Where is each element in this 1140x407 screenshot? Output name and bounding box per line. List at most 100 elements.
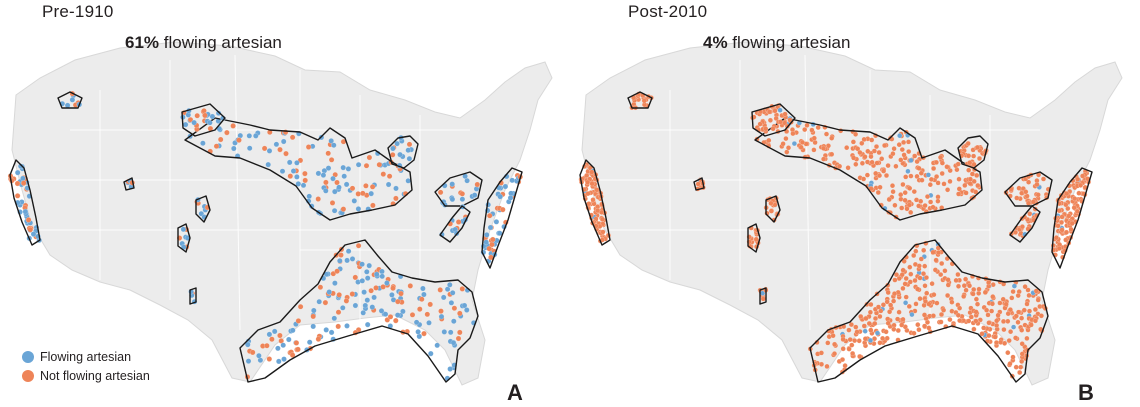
not-flowing-artesian-point xyxy=(1033,288,1039,294)
not-flowing-artesian-point xyxy=(770,126,776,132)
flowing-artesian-point xyxy=(1011,283,1018,289)
not-flowing-artesian-point xyxy=(1024,301,1030,307)
flowing-artesian-point xyxy=(366,262,373,269)
not-flowing-artesian-point xyxy=(882,142,888,149)
not-flowing-artesian-point xyxy=(926,325,932,331)
not-flowing-artesian-point xyxy=(945,187,951,193)
not-flowing-artesian-point xyxy=(277,146,283,153)
aquifer-michigan-basin xyxy=(387,134,419,169)
not-flowing-artesian-point xyxy=(1028,322,1034,328)
not-flowing-artesian-point xyxy=(389,151,396,158)
not-flowing-artesian-point xyxy=(1003,301,1009,307)
not-flowing-artesian-point xyxy=(939,170,945,177)
aquifer-boundary xyxy=(765,195,781,223)
not-flowing-artesian-point xyxy=(913,248,919,254)
not-flowing-artesian-point xyxy=(594,187,600,193)
not-flowing-artesian-point xyxy=(785,145,792,151)
not-flowing-artesian-point xyxy=(224,129,230,136)
flowing-artesian-point xyxy=(244,341,251,348)
not-flowing-artesian-point xyxy=(489,236,496,243)
not-flowing-artesian-point xyxy=(953,277,959,284)
not-flowing-artesian-point xyxy=(930,249,936,256)
flowing-artesian-point xyxy=(310,307,317,314)
not-flowing-artesian-point xyxy=(1027,211,1033,217)
not-flowing-artesian-point xyxy=(863,315,869,322)
not-flowing-artesian-point xyxy=(811,135,817,141)
not-flowing-artesian-point xyxy=(1034,181,1040,188)
not-flowing-artesian-point xyxy=(1066,213,1072,219)
flowing-artesian-point xyxy=(330,142,337,148)
not-flowing-artesian-point xyxy=(842,363,848,369)
not-flowing-artesian-point xyxy=(753,236,759,242)
not-flowing-artesian-point xyxy=(945,277,951,283)
aquifer-boundary xyxy=(957,135,989,169)
not-flowing-artesian-point xyxy=(815,124,821,131)
flowing-artesian-point xyxy=(427,350,434,357)
flowing-artesian-point xyxy=(294,159,300,166)
aquifer-montana xyxy=(57,90,83,109)
not-flowing-artesian-point xyxy=(585,191,591,197)
not-flowing-artesian-point xyxy=(918,170,924,176)
flowing-artesian-point xyxy=(344,323,350,329)
not-flowing-artesian-point xyxy=(875,304,882,310)
aquifer-new-mexico xyxy=(746,223,761,253)
not-flowing-artesian-point xyxy=(864,172,871,178)
flowing-artesian-point xyxy=(180,226,187,233)
flowing-artesian-point xyxy=(390,145,396,152)
panel-letter: B xyxy=(1078,380,1094,405)
not-flowing-artesian-point xyxy=(376,161,383,168)
flowing-artesian-point xyxy=(290,168,297,174)
not-flowing-artesian-point xyxy=(924,194,931,200)
flowing-artesian-point xyxy=(359,277,366,284)
flowing-artesian-point xyxy=(325,165,332,171)
flowing-artesian-point xyxy=(352,302,359,309)
not-flowing-artesian-point xyxy=(790,131,796,137)
not-flowing-artesian-point xyxy=(14,192,21,199)
not-flowing-artesian-point xyxy=(962,182,968,189)
not-flowing-artesian-point xyxy=(945,292,951,299)
flowing-artesian-point xyxy=(440,294,447,301)
not-flowing-artesian-point xyxy=(903,294,909,300)
not-flowing-artesian-point xyxy=(908,173,914,179)
not-flowing-artesian-point xyxy=(1000,296,1006,302)
not-flowing-artesian-point xyxy=(854,329,860,335)
flowing-artesian-point xyxy=(450,339,457,346)
not-flowing-artesian-point xyxy=(884,335,890,341)
not-flowing-artesian-point xyxy=(923,275,930,281)
aquifer-appalachian xyxy=(439,203,471,243)
not-flowing-artesian-point xyxy=(898,192,904,198)
not-flowing-artesian-point xyxy=(589,169,595,175)
flowing-artesian-point xyxy=(416,333,423,340)
aquifer-boundary xyxy=(1009,205,1041,243)
not-flowing-artesian-point xyxy=(1019,351,1025,357)
not-flowing-artesian-point xyxy=(1016,185,1022,191)
not-flowing-artesian-point xyxy=(846,327,852,333)
not-flowing-artesian-point xyxy=(1026,179,1032,185)
not-flowing-artesian-point xyxy=(825,340,831,346)
not-flowing-artesian-point xyxy=(916,327,922,333)
flowing-percent-text: flowing artesian xyxy=(159,33,282,52)
not-flowing-artesian-point xyxy=(938,272,944,278)
not-flowing-artesian-point xyxy=(1019,358,1025,365)
not-flowing-artesian-point xyxy=(921,247,927,253)
not-flowing-artesian-point xyxy=(202,112,208,119)
not-flowing-artesian-point xyxy=(861,136,867,143)
flowing-artesian-point xyxy=(280,342,287,349)
not-flowing-artesian-point xyxy=(914,173,920,180)
not-flowing-artesian-point xyxy=(829,135,835,141)
aquifer-boundary xyxy=(809,239,1049,383)
not-flowing-artesian-point xyxy=(695,181,701,187)
not-flowing-artesian-point xyxy=(1056,208,1062,214)
flowing-artesian-point xyxy=(502,183,509,190)
not-flowing-artesian-point xyxy=(832,341,838,347)
not-flowing-artesian-point xyxy=(893,163,899,169)
flowing-artesian-point xyxy=(461,302,468,309)
aquifer-boundary xyxy=(751,103,796,137)
not-flowing-artesian-point xyxy=(767,117,774,123)
not-flowing-artesian-point xyxy=(768,208,775,214)
not-flowing-artesian-point xyxy=(892,202,898,208)
not-flowing-artesian-point xyxy=(334,268,340,275)
not-flowing-artesian-point xyxy=(1010,354,1016,360)
not-flowing-artesian-point xyxy=(1006,338,1012,344)
not-flowing-artesian-point xyxy=(398,290,404,297)
